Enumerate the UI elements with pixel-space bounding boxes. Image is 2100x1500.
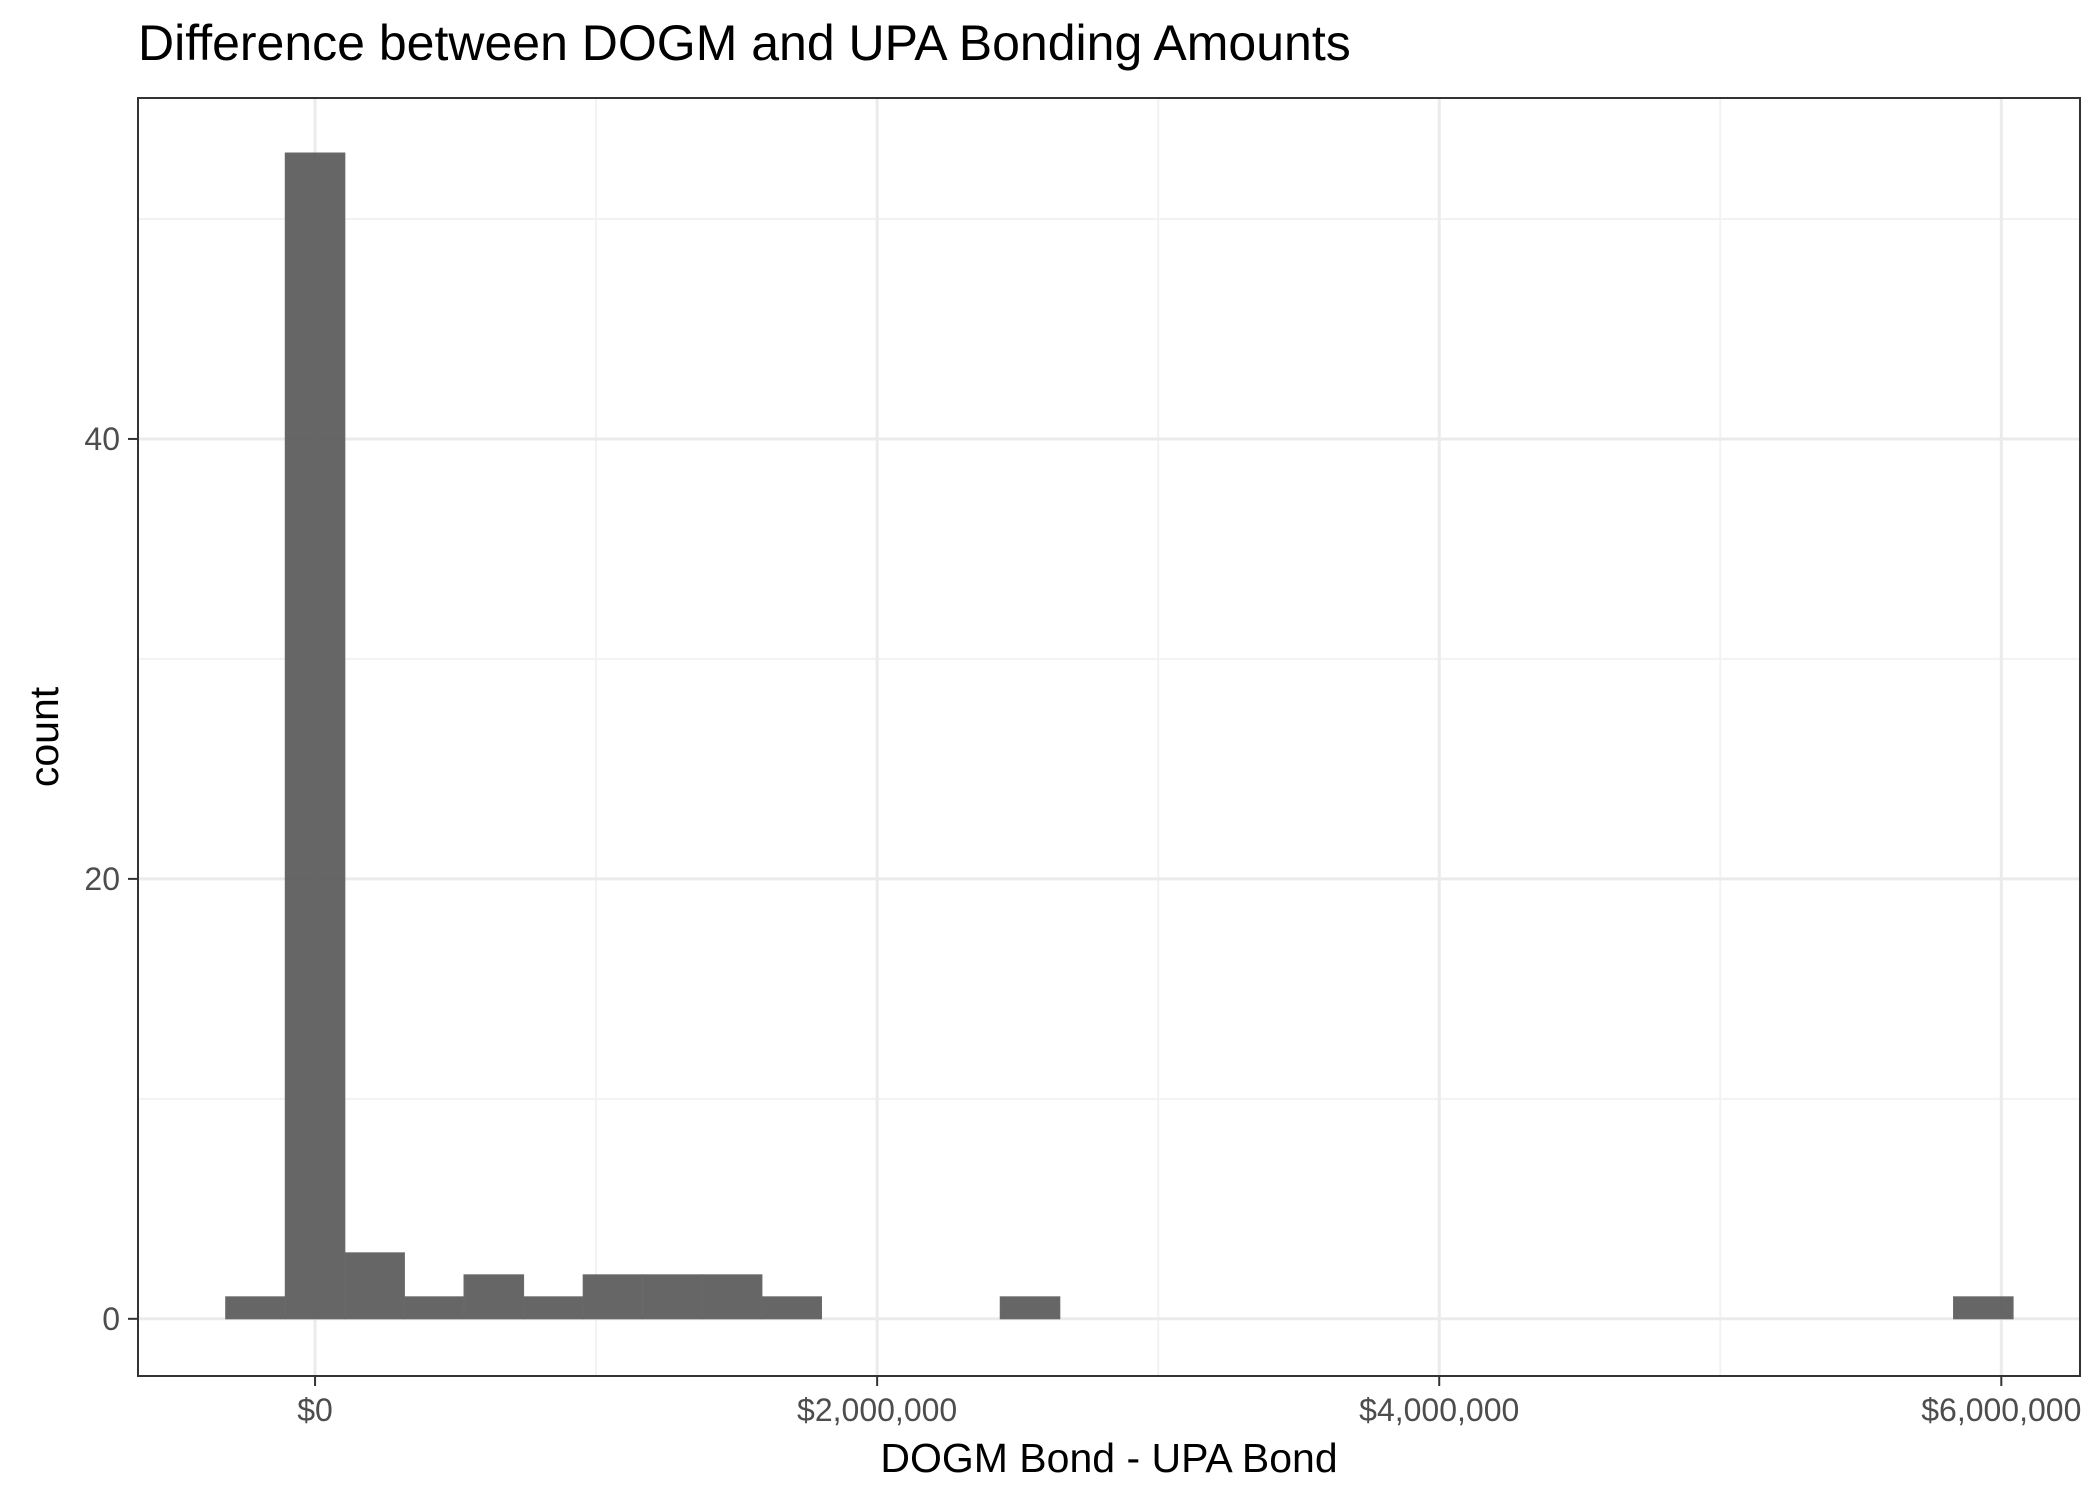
x-tick-label: $2,000,000 <box>797 1392 957 1428</box>
x-tick-label: $4,000,000 <box>1359 1392 1519 1428</box>
x-axis-ticks: $0 $2,000,000 $4,000,000 $6,000,000 <box>297 1376 2081 1428</box>
grid-lines <box>138 98 2080 1376</box>
histogram-bar <box>761 1296 822 1320</box>
x-tick-label: $0 <box>297 1392 333 1428</box>
histogram-bar <box>403 1296 465 1320</box>
chart-title: Difference between DOGM and UPA Bonding … <box>138 15 1351 71</box>
plot-panel-border <box>137 97 2081 1377</box>
histogram-bar <box>1953 1296 2014 1320</box>
y-axis-ticks: 0 20 40 <box>84 421 138 1337</box>
x-tick-label: $6,000,000 <box>1921 1392 2081 1428</box>
y-axis-title: count <box>21 686 67 787</box>
x-axis-title: DOGM Bond - UPA Bond <box>880 1435 1337 1481</box>
histogram-bar <box>463 1274 525 1320</box>
y-tick-label: 20 <box>84 861 120 897</box>
histogram-bar <box>523 1296 584 1320</box>
histogram-bar <box>582 1274 644 1320</box>
y-tick-label: 0 <box>102 1301 120 1337</box>
histogram-bar <box>284 152 346 1320</box>
histogram-bars <box>225 152 2014 1320</box>
histogram-bar <box>225 1296 286 1320</box>
histogram-bar <box>701 1274 763 1320</box>
y-tick-label: 40 <box>84 421 120 457</box>
histogram-bar <box>642 1274 703 1320</box>
histogram-bar <box>344 1252 405 1320</box>
histogram-bar <box>999 1296 1061 1320</box>
